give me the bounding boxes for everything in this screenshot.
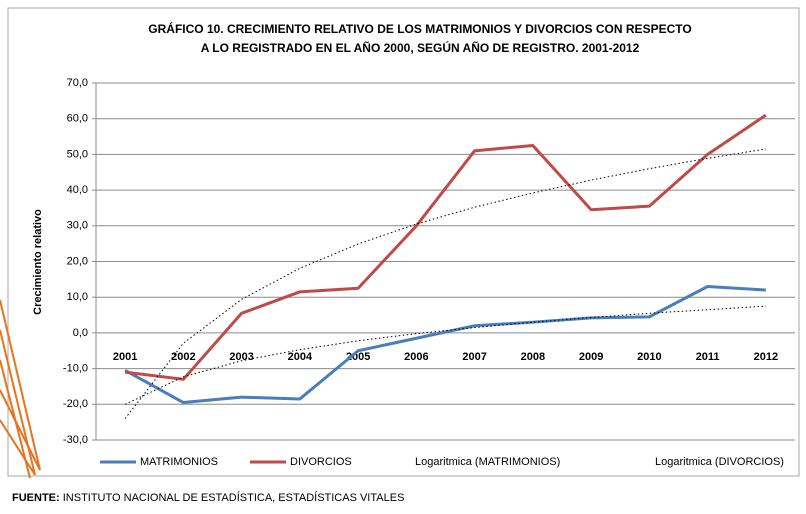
y-tick-label: -30,0 [63, 434, 88, 446]
trend-line [124, 305, 766, 405]
trend-line [124, 148, 766, 419]
x-tick-label: 2009 [579, 351, 603, 363]
x-tick-label: 2003 [229, 351, 253, 363]
legend-label: DIVORCIOS [290, 456, 352, 468]
source: FUENTE: INSTITUTO NACIONAL DE ESTADÍSTIC… [12, 491, 404, 504]
x-tick-label: 2002 [171, 351, 195, 363]
x-tick-label: 2004 [288, 351, 313, 363]
y-tick-label: 40,0 [67, 184, 88, 196]
source-text: INSTITUTO NACIONAL DE ESTADÍSTICA, ESTAD… [60, 491, 405, 504]
x-tick-label: 2011 [696, 351, 720, 363]
y-tick-label: -10,0 [63, 363, 88, 375]
series-line [124, 284, 766, 405]
x-tick-label: 2008 [521, 351, 545, 363]
x-tick-label: 2007 [462, 351, 486, 363]
y-tick-label: -20,0 [63, 398, 88, 410]
y-tick-label: 10,0 [67, 291, 88, 303]
x-tick-label: 2012 [754, 351, 778, 363]
legend-label: Logaritmica (MATRIMONIOS) [415, 456, 560, 468]
y-tick-label: 0,0 [73, 327, 88, 339]
chart-title: A LO REGISTRADO EN EL AÑO 2000, SEGÚN AÑ… [201, 40, 640, 55]
x-tick-label: 2010 [637, 351, 661, 363]
chart-frame [7, 7, 800, 477]
series-line [124, 113, 767, 381]
source-label: FUENTE: [12, 492, 60, 504]
y-axis-label: Crecimiento relativo [32, 209, 44, 315]
y-tick-label: 70,0 [67, 77, 88, 89]
decoration-arrows [0, 299, 41, 479]
x-tick-label: 2006 [404, 351, 428, 363]
x-tick-label: 2001 [113, 351, 137, 363]
legend-label: Logaritmica (DIVORCIOS) [655, 456, 784, 468]
y-tick-label: 50,0 [67, 148, 88, 160]
y-tick-label: 20,0 [67, 255, 88, 267]
y-tick-label: 60,0 [67, 113, 88, 125]
y-tick-label: 30,0 [67, 220, 88, 232]
x-tick-label: 2005 [346, 351, 370, 363]
chart-title: GRÁFICO 10. CRECIMIENTO RELATIVO DE LOS … [148, 21, 691, 36]
legend-label: MATRIMONIOS [140, 456, 218, 468]
